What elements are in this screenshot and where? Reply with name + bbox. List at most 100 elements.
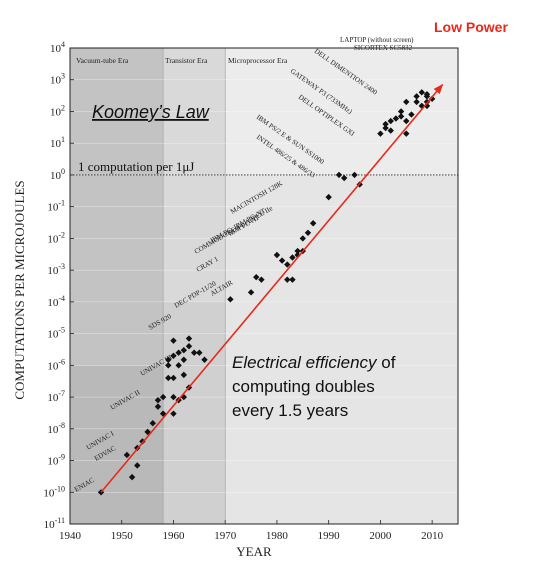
reference-line-label: 1 computation per 1μJ	[78, 159, 194, 174]
data-point-1	[123, 451, 131, 459]
y-tick-label-12: 101	[50, 135, 65, 150]
data-point-33	[227, 296, 234, 303]
y-tick-label-6: 10-5	[47, 326, 65, 341]
data-point-48	[309, 220, 317, 227]
data-point-64	[403, 98, 410, 106]
data-point-24	[185, 343, 193, 350]
low-power-label: Low Power	[434, 19, 508, 35]
data-point-69	[418, 89, 425, 96]
y-tick-label-4: 10-7	[47, 389, 65, 404]
data-point-40	[284, 261, 291, 268]
data-point-50	[335, 171, 343, 179]
data-point-51	[340, 174, 348, 182]
y-tick-label-11: 100	[50, 167, 65, 182]
data-point-52	[351, 171, 358, 179]
era-label-2: Microprocessor Era	[228, 56, 288, 65]
data-point-42	[289, 254, 296, 261]
data-point-35	[253, 273, 260, 281]
reference-line-group: 1 computation per 1μJ	[70, 159, 458, 176]
data-point-58	[387, 117, 394, 125]
data-point-56	[382, 120, 389, 128]
data-points	[97, 89, 436, 496]
y-tick-label-10: 10-1	[47, 199, 65, 214]
efficiency-line-1-rest: of	[377, 353, 396, 372]
trend-line-group	[100, 83, 444, 493]
data-point-17	[170, 374, 177, 382]
data-point-6	[144, 428, 151, 436]
data-point-46	[299, 235, 306, 242]
y-tick-label-1: 10-10	[43, 484, 65, 499]
data-point-63	[403, 130, 410, 137]
y-tick-label-3: 10-8	[47, 421, 65, 436]
trend-line	[100, 83, 444, 493]
data-point-29	[201, 356, 208, 363]
data-point-8	[154, 403, 162, 410]
data-point-3	[134, 462, 141, 469]
data-point-43	[294, 247, 301, 255]
y-axis-ticks: 10-11 10-10 10-9 10-8 10-7 10-6 10-5 10-4 10-3 10…	[43, 40, 74, 531]
x-tick-label-0: 1940	[59, 530, 82, 542]
data-point-22	[180, 356, 188, 363]
efficiency-line-3: every 1.5 years	[232, 401, 348, 420]
x-tick-label-4: 1980	[266, 530, 289, 542]
data-point-66	[413, 98, 420, 106]
era-band-shade-2	[225, 174, 458, 524]
data-point-61	[397, 113, 405, 120]
efficiency-line-2: computing doubles	[232, 377, 375, 396]
y-tick-label-15: 104	[50, 40, 65, 55]
data-point-13	[165, 356, 172, 363]
x-axis-label: YEAR	[236, 544, 272, 559]
data-point-11	[165, 374, 172, 382]
data-point-16	[170, 410, 177, 417]
data-point-49	[325, 193, 332, 201]
data-point-25	[185, 335, 193, 342]
data-point-37	[273, 251, 281, 259]
data-point-15	[170, 393, 177, 401]
y-tick-label-5: 10-6	[47, 357, 65, 372]
era-label-0: Vacuum-tube Era	[76, 56, 129, 65]
data-point-36	[258, 276, 265, 283]
plot-frame	[69, 47, 459, 525]
efficiency-emphasis: Electrical efficiency	[232, 353, 378, 372]
data-point-74	[423, 91, 431, 98]
data-point-9	[154, 396, 162, 404]
data-point-39	[284, 276, 291, 283]
data-point-7	[149, 420, 156, 427]
data-point-38	[278, 257, 286, 264]
data-point-41	[289, 276, 296, 283]
x-tick-label-5: 1990	[318, 530, 341, 542]
y-tick-label-13: 102	[50, 103, 65, 118]
x-tick-label-2: 1960	[162, 530, 185, 542]
data-point-47	[304, 229, 312, 237]
data-point-30	[170, 337, 177, 344]
data-point-28	[196, 349, 203, 356]
era-label-1: Transistor Era	[165, 56, 208, 65]
y-tick-label-7: 10-4	[47, 294, 65, 309]
data-point-67	[413, 93, 420, 100]
x-tick-label-1: 1950	[111, 530, 134, 542]
era-labels: Vacuum-tube Era Transistor Era Microproces…	[76, 56, 288, 65]
data-point-59	[392, 115, 400, 122]
data-point-2	[128, 473, 136, 481]
data-point-14	[170, 352, 177, 359]
data-point-55	[382, 124, 389, 132]
y-tick-label-9: 10-2	[47, 230, 65, 245]
data-point-32	[159, 393, 167, 401]
data-point-60	[397, 108, 405, 115]
data-point-19	[175, 349, 182, 356]
y-tick-label-8: 10-3	[47, 262, 65, 277]
y-tick-label-0: 10-11	[44, 516, 65, 531]
data-point-57	[387, 127, 394, 134]
x-tick-label-3: 1970	[214, 530, 237, 542]
data-point-18	[175, 362, 182, 369]
data-point-34	[247, 289, 255, 296]
era-band-shade-0	[70, 365, 164, 524]
grid	[70, 79, 458, 493]
data-point-20	[180, 346, 188, 354]
x-tick-label-7: 2010	[421, 530, 444, 542]
y-axis-label: COMPUTATIONS PER MICROJOULES	[12, 180, 27, 399]
machine-label-19: LAPTOP (without screen)	[340, 36, 414, 44]
data-point-27	[190, 349, 198, 356]
y-tick-label-2: 10-9	[47, 453, 65, 468]
